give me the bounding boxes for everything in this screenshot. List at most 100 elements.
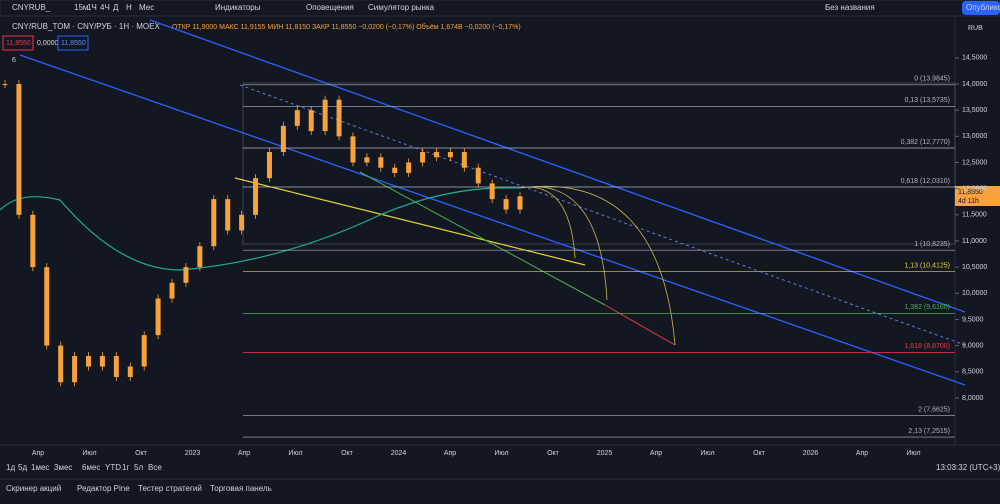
spread: 0,0000	[37, 40, 59, 47]
y-tick-label: 11,5000	[962, 212, 987, 219]
y-tick-label: 8,5000	[962, 369, 984, 376]
x-tick-label: Июл	[494, 450, 508, 457]
y-tick-label: 12,0000	[962, 185, 987, 192]
clock: 13:03:32 (UTC+3)	[936, 463, 1000, 472]
candle-body	[350, 136, 356, 163]
bottom-panel-tab[interactable]: Скринер акций	[6, 484, 61, 493]
x-tick-label: Окт	[753, 450, 766, 457]
candle-body	[44, 267, 50, 346]
legend-title: CNY/RUB_TOM · CNY/РУБ · 1Н · MOEX	[12, 22, 160, 31]
channel-upper	[149, 19, 966, 313]
buy-box[interactable]	[57, 35, 89, 51]
candle-body	[2, 84, 8, 86]
x-tick-label: 2023	[185, 450, 201, 457]
fib-label: 0,382 (12,7770)	[901, 139, 950, 146]
y-tick-label: 14,0000	[962, 81, 987, 88]
interval[interactable]: Мес	[139, 3, 154, 12]
top-toolbar	[0, 0, 1000, 17]
fib-box	[242, 82, 956, 245]
bottom-panel-tab[interactable]: Редактор Pine	[77, 484, 130, 493]
interval[interactable]: Н	[126, 3, 132, 12]
range-button[interactable]: 5д	[18, 463, 27, 472]
range-button[interactable]: 5л	[134, 463, 143, 472]
x-tick-label: Июл	[288, 450, 302, 457]
candle-body	[489, 183, 495, 200]
candle-body	[280, 125, 286, 153]
candle-body	[322, 99, 328, 132]
candle-body	[517, 196, 523, 210]
interval[interactable]: 1Ч	[87, 3, 97, 12]
candle-body	[364, 157, 370, 163]
alerts[interactable]: Оповещения	[306, 3, 354, 12]
x-tick-label: Окт	[341, 450, 354, 457]
moving-average	[0, 187, 521, 271]
candle-body	[420, 152, 426, 163]
publish[interactable]: Опубликов	[966, 3, 1000, 12]
fib-label: 1,382 (9,6160)	[904, 304, 950, 311]
fib-label: 0 (13,9845)	[914, 76, 950, 83]
candle-body	[58, 345, 64, 383]
interval[interactable]: 15м	[74, 3, 88, 12]
range-button[interactable]: 1г	[122, 463, 129, 472]
candle-body	[336, 99, 342, 137]
candle-body	[475, 167, 481, 184]
range-button[interactable]: 3мес	[54, 463, 72, 472]
y-tick-label: 10,0000	[962, 290, 987, 297]
channel-middle	[239, 84, 966, 346]
candle-body	[127, 366, 133, 377]
candle-body	[378, 157, 384, 168]
range-button[interactable]: 1мес	[31, 463, 49, 472]
layout-name[interactable]: Без названия	[825, 3, 875, 12]
sell-price[interactable]: 11,8550	[6, 40, 31, 47]
indicators[interactable]: Индикаторы	[215, 3, 261, 12]
x-tick-label: Окт	[135, 450, 148, 457]
x-tick-label: Окт	[547, 450, 560, 457]
range-button[interactable]: 6мес	[82, 463, 100, 472]
last-price: 11,8550	[958, 189, 983, 196]
fib-label: 1 (10,8235)	[914, 241, 950, 248]
candle-body	[447, 152, 453, 158]
x-tick-label: 2025	[597, 450, 613, 457]
x-tick-label: Апр	[32, 450, 44, 457]
y-tick-label: 12,5000	[962, 159, 987, 166]
fib-label: 0,618 (12,0310)	[901, 178, 950, 185]
candle-body	[253, 178, 259, 215]
sell-box[interactable]	[2, 35, 34, 51]
candle-body	[294, 110, 300, 126]
interval[interactable]: Д	[113, 3, 119, 12]
x-tick-label: Апр	[444, 450, 456, 457]
replay[interactable]: Симулятор рынка	[368, 3, 435, 12]
candle-body	[99, 356, 105, 367]
fib-label: 1,13 (10,4125)	[904, 263, 950, 270]
bottom-panel-tab[interactable]: Торговая панель	[210, 484, 272, 493]
candle-body	[308, 110, 314, 132]
candle-body	[461, 152, 467, 168]
interval[interactable]: 4Ч	[100, 3, 110, 12]
y-tick-label: 9,0000	[962, 342, 984, 349]
bottom-panel-tab[interactable]: Тестер стратегий	[138, 484, 202, 493]
range-button[interactable]: YTD	[105, 463, 121, 472]
candle-body	[183, 267, 189, 283]
candle-body	[155, 298, 161, 336]
candle-body	[392, 167, 398, 173]
publish-button[interactable]	[962, 1, 1000, 15]
countdown: 4d 11h	[958, 198, 979, 205]
y-tick-label: 14,5000	[962, 55, 987, 62]
candle-body	[406, 162, 412, 173]
fib-label: 0,13 (13,5735)	[904, 97, 950, 104]
fib-label: 2 (7,6625)	[918, 406, 950, 413]
candle-body	[141, 335, 147, 367]
candle-body	[266, 152, 272, 179]
fib-label: 2,13 (7,2515)	[908, 428, 950, 435]
x-tick-label: 2026	[803, 450, 819, 457]
range-button[interactable]: Все	[148, 463, 162, 472]
x-tick-label: Апр	[856, 450, 868, 457]
range-button[interactable]: 1д	[6, 463, 15, 472]
buy-price[interactable]: 11,8550	[61, 40, 86, 47]
symbol[interactable]: CNYRUB_	[12, 3, 51, 12]
candle-body	[30, 214, 36, 268]
trend-red	[604, 304, 676, 346]
candle-body	[433, 152, 439, 158]
